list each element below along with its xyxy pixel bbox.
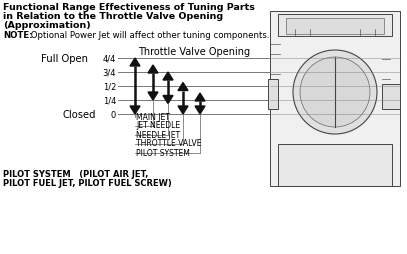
Polygon shape bbox=[148, 93, 158, 101]
Text: Closed: Closed bbox=[63, 109, 96, 120]
Polygon shape bbox=[130, 107, 140, 115]
Circle shape bbox=[293, 51, 377, 134]
Text: THROTTLE VALVE: THROTTLE VALVE bbox=[136, 139, 201, 148]
Text: NEEDLE JET: NEEDLE JET bbox=[136, 130, 180, 139]
Text: 1/4: 1/4 bbox=[103, 96, 116, 105]
Circle shape bbox=[300, 58, 370, 128]
Text: JET NEEDLE: JET NEEDLE bbox=[136, 121, 180, 130]
Text: NOTE:: NOTE: bbox=[3, 31, 33, 40]
FancyBboxPatch shape bbox=[268, 80, 278, 109]
FancyBboxPatch shape bbox=[286, 19, 384, 35]
Text: MAIN JET: MAIN JET bbox=[136, 112, 170, 121]
Text: Throttle Valve Opening: Throttle Valve Opening bbox=[138, 47, 250, 57]
Polygon shape bbox=[178, 107, 188, 115]
Text: in Relation to the Throttle Valve Opening: in Relation to the Throttle Valve Openin… bbox=[3, 12, 223, 21]
Text: PILOT SYSTEM: PILOT SYSTEM bbox=[136, 148, 190, 157]
Polygon shape bbox=[163, 96, 173, 104]
Polygon shape bbox=[178, 83, 188, 91]
Text: Optional Power Jet will affect other tuning components.: Optional Power Jet will affect other tun… bbox=[28, 31, 269, 40]
Polygon shape bbox=[163, 73, 173, 81]
Text: 4/4: 4/4 bbox=[103, 54, 116, 63]
FancyBboxPatch shape bbox=[382, 85, 400, 109]
Text: PILOT SYSTEM   (PILOT AIR JET,: PILOT SYSTEM (PILOT AIR JET, bbox=[3, 169, 149, 178]
Polygon shape bbox=[130, 59, 140, 67]
Text: Functional Range Effectiveness of Tuning Parts: Functional Range Effectiveness of Tuning… bbox=[3, 3, 255, 12]
Polygon shape bbox=[148, 66, 158, 74]
Text: PILOT FUEL JET, PILOT FUEL SCREW): PILOT FUEL JET, PILOT FUEL SCREW) bbox=[3, 178, 172, 187]
FancyBboxPatch shape bbox=[270, 12, 400, 186]
Text: 3/4: 3/4 bbox=[103, 68, 116, 77]
Text: 1/2: 1/2 bbox=[103, 82, 116, 91]
Text: 0: 0 bbox=[111, 110, 116, 119]
Polygon shape bbox=[195, 107, 205, 115]
Polygon shape bbox=[195, 94, 205, 102]
Text: Full Open: Full Open bbox=[41, 54, 88, 64]
Text: (Approximation): (Approximation) bbox=[3, 21, 91, 30]
FancyBboxPatch shape bbox=[278, 15, 392, 37]
FancyBboxPatch shape bbox=[278, 145, 392, 186]
